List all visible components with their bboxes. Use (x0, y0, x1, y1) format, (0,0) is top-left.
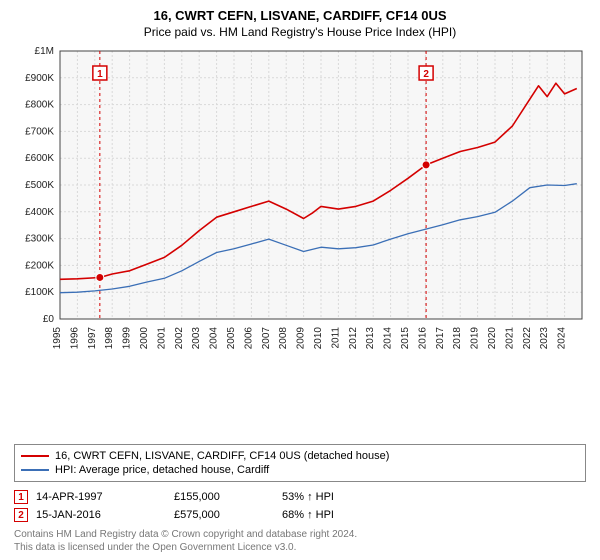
marker-dot (96, 273, 104, 281)
x-tick-label: 2014 (383, 327, 394, 350)
x-tick-label: 1996 (69, 327, 80, 350)
y-tick-label: £900K (25, 73, 54, 84)
y-tick-label: £600K (25, 153, 54, 164)
marker-price: £575,000 (174, 509, 254, 521)
marker-table: 1 14-APR-1997 £155,000 53% ↑ HPI 2 15-JAN-201… (14, 488, 586, 524)
marker-hpi: 68% ↑ HPI (282, 509, 372, 521)
x-tick-label: 1999 (122, 327, 133, 350)
marker-number: 1 (97, 69, 103, 80)
y-tick-label: £500K (25, 180, 54, 191)
marker-box-small: 2 (14, 508, 28, 522)
title-main: 16, CWRT CEFN, LISVANE, CARDIFF, CF14 0U… (12, 8, 588, 23)
y-tick-label: £200K (25, 260, 54, 271)
x-tick-label: 2016 (417, 327, 428, 350)
x-tick-label: 2005 (226, 327, 237, 350)
x-tick-label: 2020 (487, 327, 498, 350)
x-tick-label: 2008 (278, 327, 289, 350)
x-tick-label: 2007 (261, 327, 272, 350)
title-sub: Price paid vs. HM Land Registry's House … (12, 25, 588, 39)
footnote: Contains HM Land Registry data © Crown c… (14, 528, 586, 554)
title-block: 16, CWRT CEFN, LISVANE, CARDIFF, CF14 0U… (12, 8, 588, 45)
marker-row: 1 14-APR-1997 £155,000 53% ↑ HPI (14, 488, 586, 506)
legend: 16, CWRT CEFN, LISVANE, CARDIFF, CF14 0U… (14, 444, 586, 482)
legend-swatch (21, 455, 49, 457)
marker-box-small: 1 (14, 490, 28, 504)
footnote-line: Contains HM Land Registry data © Crown c… (14, 528, 586, 541)
y-tick-label: £100K (25, 287, 54, 298)
marker-dot (422, 161, 430, 169)
x-tick-label: 2010 (313, 327, 324, 350)
x-tick-label: 1995 (52, 327, 63, 350)
marker-number: 2 (423, 69, 429, 80)
marker-row: 2 15-JAN-2016 £575,000 68% ↑ HPI (14, 506, 586, 524)
y-tick-label: £800K (25, 100, 54, 111)
marker-date: 14-APR-1997 (36, 491, 146, 503)
x-tick-label: 2018 (452, 327, 463, 350)
x-tick-label: 2001 (156, 327, 167, 350)
y-tick-label: £400K (25, 207, 54, 218)
x-tick-label: 2002 (174, 327, 185, 350)
x-tick-label: 2021 (504, 327, 515, 350)
legend-label: HPI: Average price, detached house, Card… (55, 464, 269, 476)
y-tick-label: £1M (35, 46, 54, 57)
legend-item: 16, CWRT CEFN, LISVANE, CARDIFF, CF14 0U… (21, 449, 579, 463)
chart-area: £0 £100K £200K £300K £400K £500K £600K £700K £80… (12, 45, 588, 438)
x-tick-label: 2015 (400, 327, 411, 350)
legend-swatch (21, 469, 49, 471)
y-tick-label: £700K (25, 126, 54, 137)
chart-container: 16, CWRT CEFN, LISVANE, CARDIFF, CF14 0U… (0, 0, 600, 560)
legend-item: HPI: Average price, detached house, Card… (21, 463, 579, 477)
x-tick-label: 2000 (139, 327, 150, 350)
price-chart: £0 £100K £200K £300K £400K £500K £600K £700K £80… (12, 45, 588, 365)
x-tick-label: 2011 (330, 327, 341, 349)
y-tick-label: £0 (43, 314, 55, 325)
x-tick-label: 1997 (87, 327, 98, 350)
x-tick-label: 2024 (557, 327, 568, 350)
x-tick-label: 2003 (191, 327, 202, 350)
x-tick-label: 2004 (209, 327, 220, 350)
x-tick-label: 2019 (470, 327, 481, 350)
x-tick-label: 2012 (348, 327, 359, 350)
x-tick-label: 2017 (435, 327, 446, 350)
footnote-line: This data is licensed under the Open Gov… (14, 541, 586, 554)
marker-hpi: 53% ↑ HPI (282, 491, 372, 503)
x-tick-label: 1998 (104, 327, 115, 350)
y-tick-label: £300K (25, 234, 54, 245)
marker-date: 15-JAN-2016 (36, 509, 146, 521)
x-tick-label: 2022 (522, 327, 533, 350)
x-tick-label: 2013 (365, 327, 376, 350)
x-tick-label: 2009 (296, 327, 307, 350)
x-tick-label: 2023 (539, 327, 550, 350)
marker-price: £155,000 (174, 491, 254, 503)
x-tick-label: 2006 (243, 327, 254, 350)
legend-label: 16, CWRT CEFN, LISVANE, CARDIFF, CF14 0U… (55, 450, 389, 462)
